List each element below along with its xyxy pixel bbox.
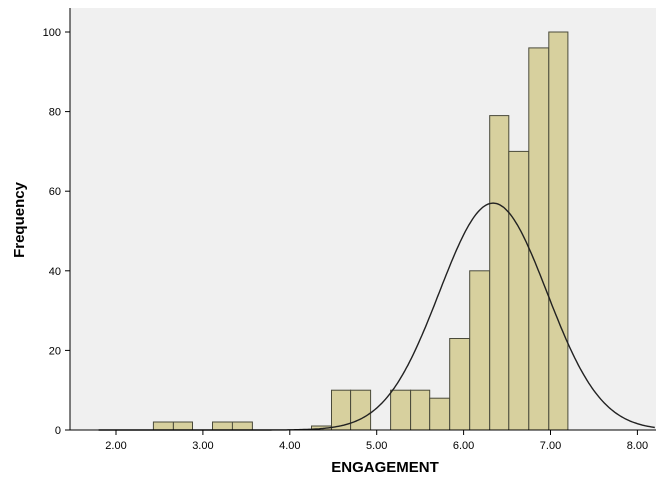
histogram-bar: [469, 270, 491, 431]
x-tick-label: 4.00: [279, 440, 300, 452]
x-tick-label: 6.00: [453, 440, 474, 452]
histogram-bar: [410, 389, 431, 431]
x-tick-label: 3.00: [192, 440, 213, 452]
histogram-bar: [212, 421, 233, 431]
histogram-bar: [548, 31, 569, 431]
histogram-bar: [152, 421, 174, 431]
x-tick-label: 5.00: [366, 440, 387, 452]
y-tick-label: 0: [55, 425, 61, 437]
histogram-bar: [449, 338, 471, 431]
x-axis-title: ENGAGEMENT: [331, 459, 439, 476]
y-tick-label: 100: [43, 27, 61, 39]
axes-layer: 2.00 3.00 4.00 5.00 6.00 7.00 8.00 0 20 40 60 80 100: [43, 8, 656, 452]
histogram-bar: [390, 389, 412, 431]
y-tick-label: 80: [49, 107, 61, 119]
y-tick-label: 20: [49, 345, 61, 357]
histogram-bar: [231, 421, 253, 431]
histogram-bar: [528, 47, 550, 431]
y-axis-title: Frequency: [11, 181, 28, 258]
histogram-bar: [429, 397, 451, 431]
histogram-bar: [172, 421, 193, 431]
histogram-bar: [350, 389, 372, 431]
y-tick-label: 60: [49, 186, 61, 198]
x-tick-label: 2.00: [105, 440, 126, 452]
histogram-bar: [508, 150, 530, 431]
x-tick-label: 7.00: [540, 440, 561, 452]
x-tick-label: 8.00: [627, 440, 648, 452]
bars-layer: [152, 31, 569, 431]
y-tick-label: 40: [49, 266, 61, 278]
histogram-bar: [489, 115, 510, 431]
